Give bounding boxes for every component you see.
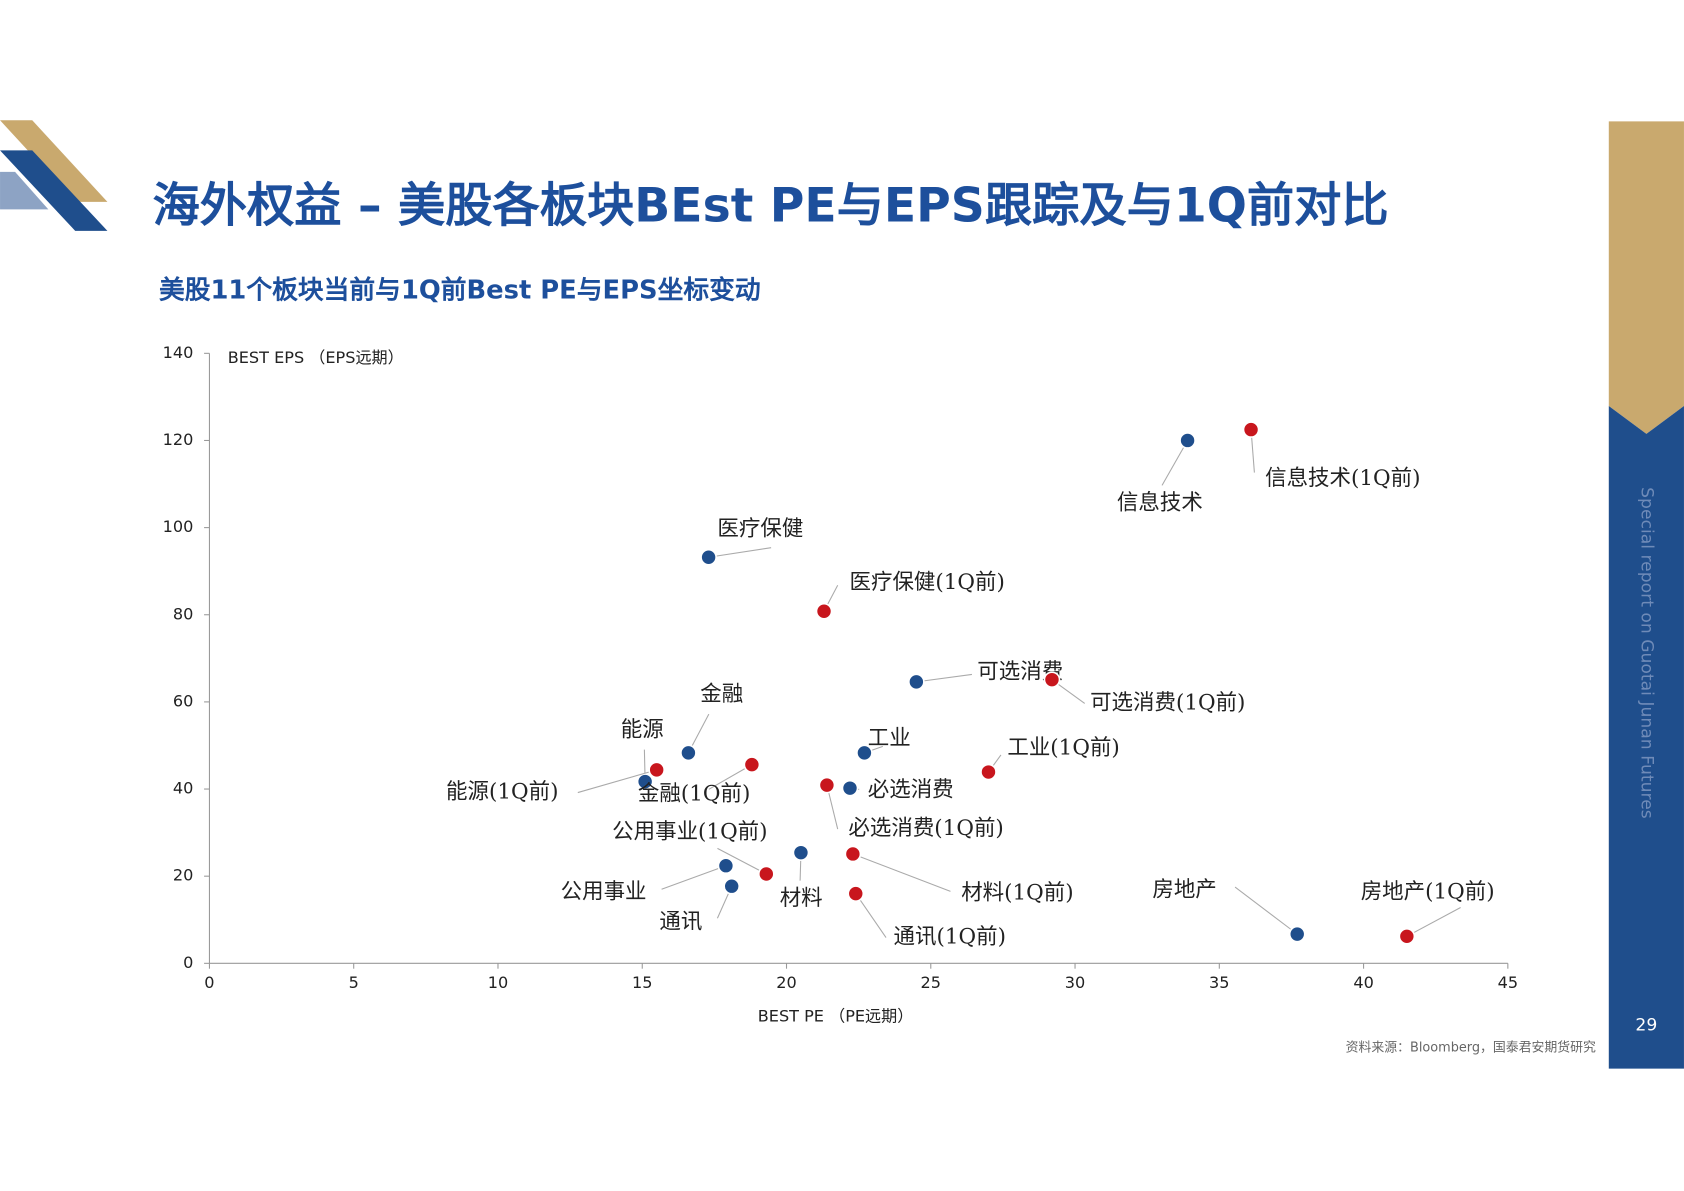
subtitle: 美股11个板块当前与1Q前Best PE与EPS坐标变动 <box>159 275 761 306</box>
point-label: 医疗保健(1Q前) <box>850 570 1005 595</box>
sidebar <box>1608 405 1684 1069</box>
point <box>815 602 833 620</box>
source: 资料来源：Bloomberg，国泰君安期货研究 <box>1346 1040 1596 1056</box>
y-tick-label: 120 <box>163 430 194 449</box>
x-tick-label: 35 <box>1209 973 1229 992</box>
title: 海外权益 – 美股各板块BEst PE与EPS跟踪及与1Q前对比 <box>153 178 1389 233</box>
point-label: 必选消费 <box>868 777 954 802</box>
point <box>980 763 997 781</box>
point-label: 能源 <box>621 717 664 742</box>
point <box>1179 432 1196 449</box>
y-tick-label: 20 <box>173 866 193 885</box>
point-label: 材料 <box>780 886 823 911</box>
point-label: 必选消费(1Q前) <box>848 816 1003 841</box>
leader-line <box>1406 907 1461 937</box>
x-tick-label: 5 <box>349 973 359 992</box>
leader-line <box>1161 440 1189 486</box>
page-number: 29 <box>1635 1016 1657 1036</box>
point <box>792 844 810 861</box>
point-label: 材料(1Q前) <box>961 881 1073 906</box>
point <box>1398 927 1416 945</box>
point-label: 信息技术 <box>1117 491 1203 516</box>
x-tick-label: 0 <box>204 973 214 992</box>
point <box>743 756 761 773</box>
point-label: 通讯(1Q前) <box>894 925 1006 950</box>
leader-line <box>708 547 772 558</box>
point-label: 金融(1Q前) <box>638 782 750 807</box>
point-label: 通讯 <box>659 910 702 935</box>
x-axis-title: BEST PE （PE远期） <box>758 1007 914 1026</box>
point <box>844 845 862 863</box>
point <box>700 548 717 566</box>
point <box>1043 671 1061 688</box>
x-tick-label: 40 <box>1353 973 1373 992</box>
point-label: 医疗保健 <box>717 516 803 541</box>
point <box>1288 925 1306 943</box>
y-tick-label: 100 <box>163 517 194 536</box>
point <box>636 773 654 790</box>
point-label: 能源(1Q前) <box>446 780 558 805</box>
point <box>723 877 741 895</box>
point-label: 可选消费(1Q前) <box>1090 690 1245 715</box>
point <box>856 744 873 762</box>
point-label: 工业(1Q前) <box>1007 736 1119 761</box>
y-tick-label: 60 <box>173 691 193 710</box>
point <box>648 761 665 779</box>
leader-line <box>717 847 767 875</box>
y-axis-title: BEST EPS （EPS远期） <box>228 348 404 367</box>
point-label: 房地产(1Q前) <box>1361 879 1495 904</box>
point-label: 金融 <box>700 682 743 707</box>
point-label: 工业 <box>868 726 911 751</box>
y-tick-label: 80 <box>173 604 193 623</box>
x-tick-label: 20 <box>776 973 796 992</box>
point <box>818 776 836 794</box>
leader-line <box>852 853 951 892</box>
point-label: 公用事业(1Q前) <box>612 819 767 844</box>
leader-line <box>916 673 973 683</box>
x-tick-label: 15 <box>632 973 652 992</box>
leader-line <box>855 893 887 938</box>
point <box>757 865 775 883</box>
leader-line <box>577 769 657 794</box>
x-tick-label: 25 <box>921 973 941 992</box>
point <box>908 673 925 691</box>
y-tick-label: 0 <box>183 953 193 972</box>
point <box>847 885 865 902</box>
point <box>680 744 697 762</box>
leader-line <box>1234 886 1298 935</box>
point <box>1242 421 1260 438</box>
point-label: 公用事业 <box>561 879 647 904</box>
point-label: 信息技术(1Q前) <box>1265 466 1420 491</box>
point <box>841 779 859 797</box>
y-tick-label: 40 <box>173 779 193 798</box>
x-tick-label: 30 <box>1065 973 1085 992</box>
x-tick-label: 45 <box>1498 973 1518 992</box>
decor <box>0 150 108 231</box>
point <box>717 857 735 875</box>
side-text: Special report on Guotai Junan Futures <box>1636 487 1656 819</box>
decor <box>0 171 49 210</box>
sidebar-top <box>1608 121 1684 434</box>
x-tick-label: 10 <box>488 973 508 992</box>
y-tick-label: 140 <box>163 343 194 362</box>
decor <box>0 120 108 202</box>
point-label: 房地产 <box>1152 877 1216 902</box>
leader-line <box>661 865 727 890</box>
